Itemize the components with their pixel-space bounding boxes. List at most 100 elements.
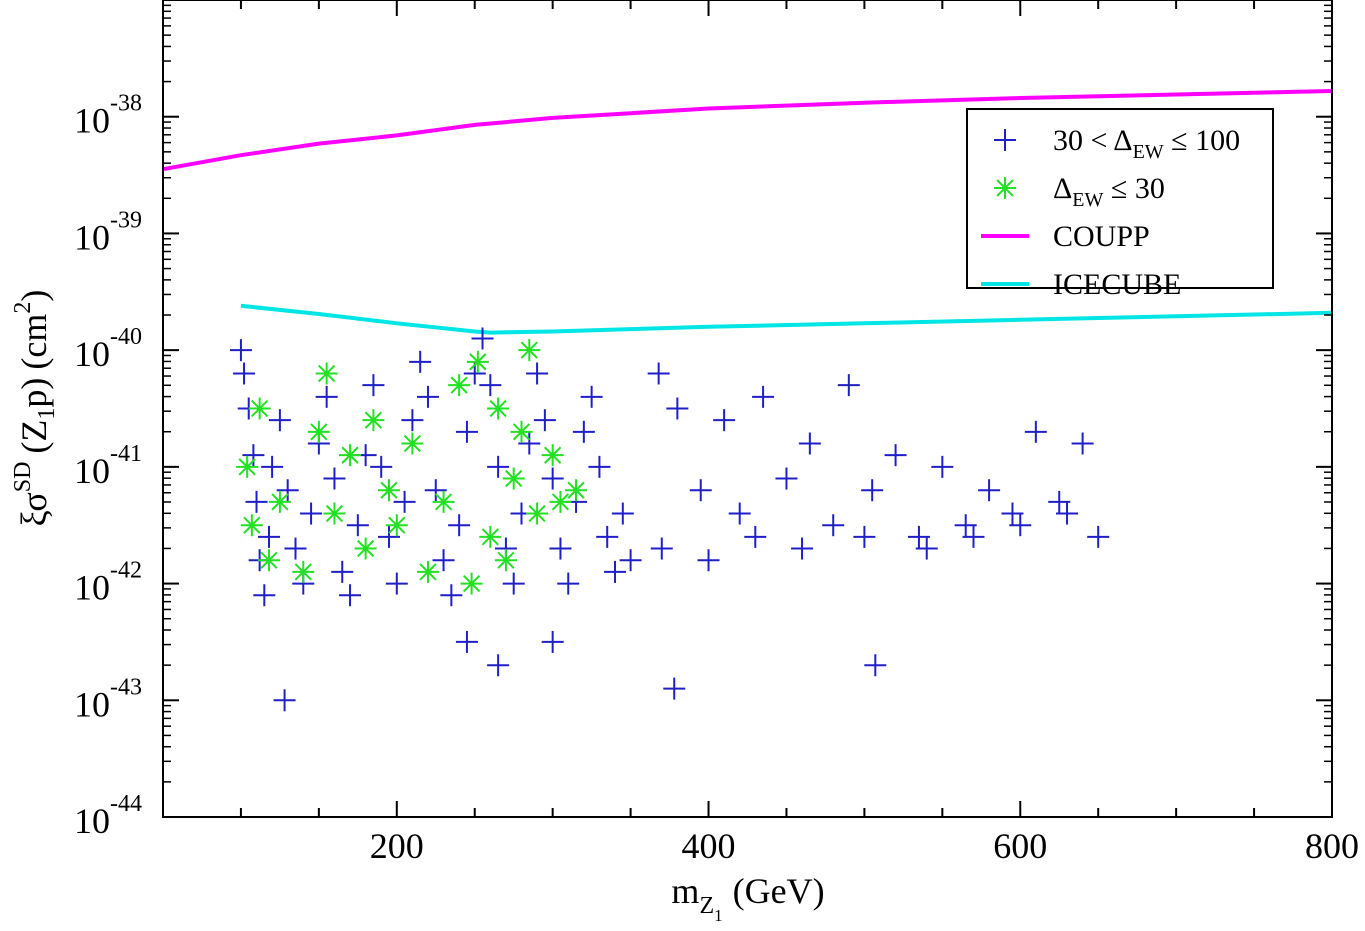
asterisk-point xyxy=(354,537,377,560)
legend-label: 30 < ΔEW ≤ 100 xyxy=(1053,124,1240,163)
plus-point xyxy=(487,654,510,677)
asterisk-point xyxy=(432,490,455,513)
plus-point xyxy=(346,514,369,537)
plus-point xyxy=(1001,502,1024,525)
asterisk-point xyxy=(240,514,263,537)
x-tick-label: 800 xyxy=(1305,826,1359,866)
plus-point xyxy=(864,654,887,677)
asterisk-point xyxy=(307,420,330,443)
plus-point xyxy=(331,560,354,583)
plus-point xyxy=(557,572,580,595)
asterisk-point xyxy=(315,362,338,385)
plus-point xyxy=(752,385,775,408)
plus-point xyxy=(596,525,619,548)
plus-point xyxy=(479,374,502,397)
plus-point xyxy=(533,409,556,432)
plus-point xyxy=(837,374,860,397)
plus-point xyxy=(931,455,954,478)
plus-point xyxy=(689,479,712,502)
plus-point xyxy=(650,537,673,560)
asterisk-point xyxy=(518,339,541,362)
y-tick-label: 10-40 xyxy=(74,324,142,374)
asterisk-point xyxy=(257,549,280,572)
asterisk-point xyxy=(502,467,525,490)
series-asterisk-points xyxy=(236,339,588,595)
y-tick-label: 10-38 xyxy=(74,91,142,141)
x-tick-label: 200 xyxy=(370,826,424,866)
plus-point xyxy=(253,584,276,607)
plus-point xyxy=(284,537,307,560)
plus-point xyxy=(229,339,252,362)
plus-point xyxy=(713,409,736,432)
plus-point xyxy=(822,514,845,537)
legend-box xyxy=(966,108,1274,289)
plus-point xyxy=(424,479,447,502)
plus-point xyxy=(315,385,338,408)
y-axis-label: ξσSD(Z1p)(cm2) xyxy=(10,290,60,527)
plus-point xyxy=(276,479,299,502)
plus-point xyxy=(744,525,767,548)
plus-point xyxy=(580,385,603,408)
plus-point xyxy=(884,444,907,467)
plus-point xyxy=(393,490,416,513)
plus-point xyxy=(245,490,268,513)
plus-point xyxy=(853,525,876,548)
ticks-layer xyxy=(163,0,1333,818)
x-axis-label: mZ1(GeV) xyxy=(671,871,824,925)
plus-point xyxy=(619,549,642,572)
plot-frame xyxy=(162,0,1333,818)
plus-point xyxy=(1009,514,1032,537)
asterisk-point xyxy=(416,560,439,583)
asterisk-point xyxy=(479,525,502,548)
legend-label: COUPP xyxy=(1053,220,1150,253)
plus-point xyxy=(791,537,814,560)
plus-point xyxy=(518,432,541,455)
plus-point xyxy=(385,572,408,595)
plus-point xyxy=(440,584,463,607)
asterisk-point xyxy=(494,549,517,572)
labels-layer: 200 400 600 800 10-44 10-43 10-42 10-41 10-40 10-… xyxy=(10,91,1359,925)
plus-point xyxy=(962,525,985,548)
plus-point xyxy=(666,397,689,420)
plus-point xyxy=(541,467,564,490)
plus-point xyxy=(471,327,494,350)
plus-point xyxy=(663,677,686,700)
asterisk-point xyxy=(323,502,346,525)
plus-point xyxy=(448,514,471,537)
asterisk-point xyxy=(526,502,549,525)
x-tick-label: 600 xyxy=(993,826,1047,866)
curves-layer xyxy=(162,89,1333,335)
legend-label: ICECUBE xyxy=(1053,268,1181,301)
plus-point xyxy=(273,689,296,712)
series-line-coupp xyxy=(162,89,1333,172)
legend-symbol-asterisk xyxy=(994,177,1016,199)
plus-point xyxy=(647,362,670,385)
y-axis-label-group: ξσSD(Z1p)(cm2) xyxy=(10,290,60,527)
asterisk-point xyxy=(401,432,424,455)
plus-point xyxy=(257,525,280,548)
y-tick-label: 10-39 xyxy=(74,207,142,257)
asterisk-point xyxy=(466,350,489,373)
plus-point xyxy=(541,630,564,653)
y-tick-label: 10-42 xyxy=(74,558,142,608)
plus-point xyxy=(378,525,401,548)
y-tick-label: 10-43 xyxy=(74,674,142,724)
plus-point xyxy=(697,549,720,572)
asterisk-point xyxy=(565,479,588,502)
plus-point xyxy=(300,502,323,525)
plus-point xyxy=(487,455,510,478)
plus-point xyxy=(455,630,478,653)
plus-point xyxy=(572,420,595,443)
plus-point xyxy=(798,432,821,455)
plus-point xyxy=(1087,525,1110,548)
plus-point xyxy=(1048,490,1071,513)
plus-point xyxy=(526,362,549,385)
asterisk-point xyxy=(448,374,471,397)
legend-label: ΔEW ≤ 30 xyxy=(1053,172,1165,211)
plus-point xyxy=(604,560,627,583)
asterisk-point xyxy=(385,514,408,537)
y-tick-label: 10-41 xyxy=(74,441,142,491)
asterisk-point xyxy=(510,420,533,443)
asterisk-point xyxy=(487,397,510,420)
asterisk-point xyxy=(362,409,385,432)
